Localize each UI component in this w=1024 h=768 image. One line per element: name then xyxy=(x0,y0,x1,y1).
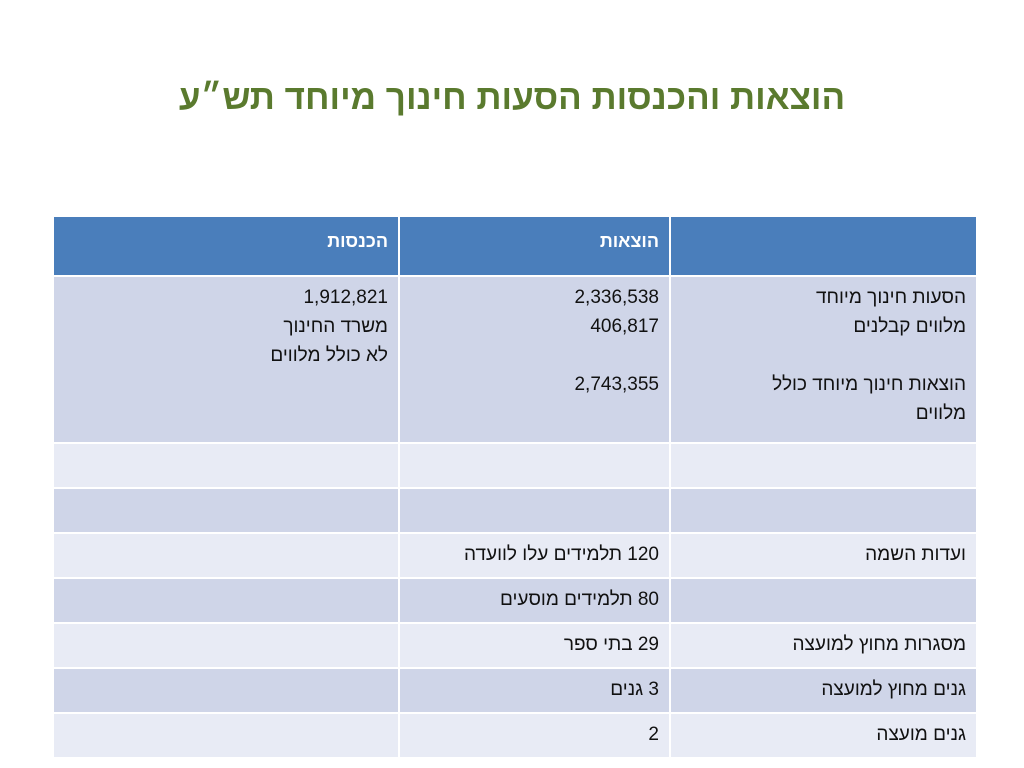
cell-line: 406,817 xyxy=(590,316,659,337)
table-cell-category xyxy=(669,442,978,489)
table-header-row: הוצאות הכנסות xyxy=(52,215,978,277)
table-cell-expenses: 2 xyxy=(398,712,671,759)
table-cell-income xyxy=(52,667,400,714)
table-cell-expenses: 3 גנים xyxy=(398,667,671,714)
cell-line xyxy=(681,341,966,370)
table-cell-expenses: 80 תלמידים מוסעים xyxy=(398,577,671,624)
table-cell-income xyxy=(52,712,400,759)
table-cell-category xyxy=(669,487,978,534)
header-cell-income: הכנסות xyxy=(52,215,400,277)
table-row: 80 תלמידים מוסעים xyxy=(52,577,978,624)
table-cell-income: 1,912,821 משרד החינוך לא כולל מלווים xyxy=(52,275,400,444)
table-cell-category xyxy=(669,577,978,624)
cell-line: 2,743,355 xyxy=(574,374,659,395)
cell-line xyxy=(410,341,659,370)
table-row: גנים מחוץ למועצה 3 גנים xyxy=(52,667,978,714)
table-cell-category: גנים מועצה xyxy=(669,712,978,759)
cell-line: 1,912,821 xyxy=(303,287,388,308)
table-cell-expenses xyxy=(398,442,671,489)
table-row xyxy=(52,442,978,489)
table-cell-category: הסעות חינוך מיוחד מלווים קבלנים הוצאות ח… xyxy=(669,275,978,444)
header-cell-expenses: הוצאות xyxy=(398,215,671,277)
table-row: גנים מועצה 2 xyxy=(52,712,978,759)
table-cell-category: ועדות השמה xyxy=(669,532,978,579)
table-row: ועדות השמה 120 תלמידים עלו לוועדה xyxy=(52,532,978,579)
cell-line: משרד החינוך xyxy=(283,316,388,337)
table-cell-income xyxy=(52,532,400,579)
table-row: הסעות חינוך מיוחד מלווים קבלנים הוצאות ח… xyxy=(52,275,978,444)
cell-line: הסעות חינוך מיוחד xyxy=(815,287,966,308)
table-row xyxy=(52,487,978,534)
slide-title: הוצאות והכנסות הסעות חינוך מיוחד תש״ע xyxy=(178,78,846,117)
table-cell-income xyxy=(52,487,400,534)
cell-line: מלווים xyxy=(915,403,966,424)
cell-line: לא כולל מלווים xyxy=(270,345,388,366)
cell-line: מלווים קבלנים xyxy=(853,316,966,337)
table-cell-expenses: 29 בתי ספר xyxy=(398,622,671,669)
table-cell-income xyxy=(52,577,400,624)
cell-line: הוצאות חינוך מיוחד כולל xyxy=(772,374,966,395)
table-cell-expenses xyxy=(398,487,671,534)
cell-line: 2,336,538 xyxy=(574,287,659,308)
table-cell-income xyxy=(52,622,400,669)
table-cell-expenses: 120 תלמידים עלו לוועדה xyxy=(398,532,671,579)
table-cell-category: גנים מחוץ למועצה xyxy=(669,667,978,714)
header-cell-category xyxy=(669,215,978,277)
table-cell-expenses: 2,336,538 406,817 2,743,355 xyxy=(398,275,671,444)
table-row: מסגרות מחוץ למועצה 29 בתי ספר xyxy=(52,622,978,669)
table-cell-income xyxy=(52,442,400,489)
table-cell-category: מסגרות מחוץ למועצה xyxy=(669,622,978,669)
expenses-income-table: הוצאות הכנסות הסעות חינוך מיוחד מלווים ק… xyxy=(52,215,978,759)
